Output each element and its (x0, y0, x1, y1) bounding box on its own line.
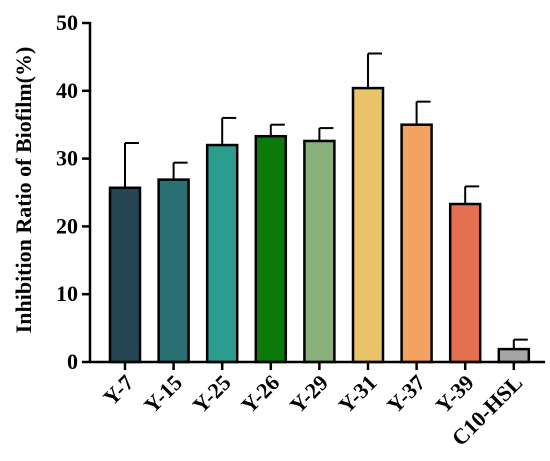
x-tick-label: Y-26 (236, 370, 284, 418)
y-tick-label: 40 (56, 78, 78, 103)
x-tick-label: Y-37 (382, 370, 430, 418)
y-axis: 0 10 20 30 40 50 (56, 10, 92, 374)
bar-y-26 (254, 134, 288, 364)
x-tick-label: Y-15 (139, 370, 187, 418)
bar-y-15 (157, 178, 190, 364)
y-tick-label: 50 (56, 10, 78, 35)
y-tick-label: 0 (67, 349, 78, 374)
bars (108, 52, 531, 364)
y-tick-label: 30 (56, 146, 78, 171)
bar-c10-hsl (497, 347, 531, 364)
bar-y-7 (108, 186, 142, 364)
bar-y-39 (448, 202, 482, 364)
x-tick-label: Y-7 (98, 370, 138, 410)
y-tick-label: 10 (56, 281, 78, 306)
bar-y-31 (351, 86, 385, 364)
x-tick-label: Y-29 (285, 370, 333, 418)
x-tick-label: Y-31 (333, 370, 381, 418)
x-tick-label: Y-25 (188, 370, 236, 418)
bar-y-25 (205, 143, 239, 364)
y-tick-label: 20 (56, 213, 78, 238)
y-axis-title: Inhibition Ratio of Biofilm(%) (11, 47, 36, 334)
bar-y-29 (303, 139, 336, 364)
bar-y-37 (400, 123, 433, 364)
